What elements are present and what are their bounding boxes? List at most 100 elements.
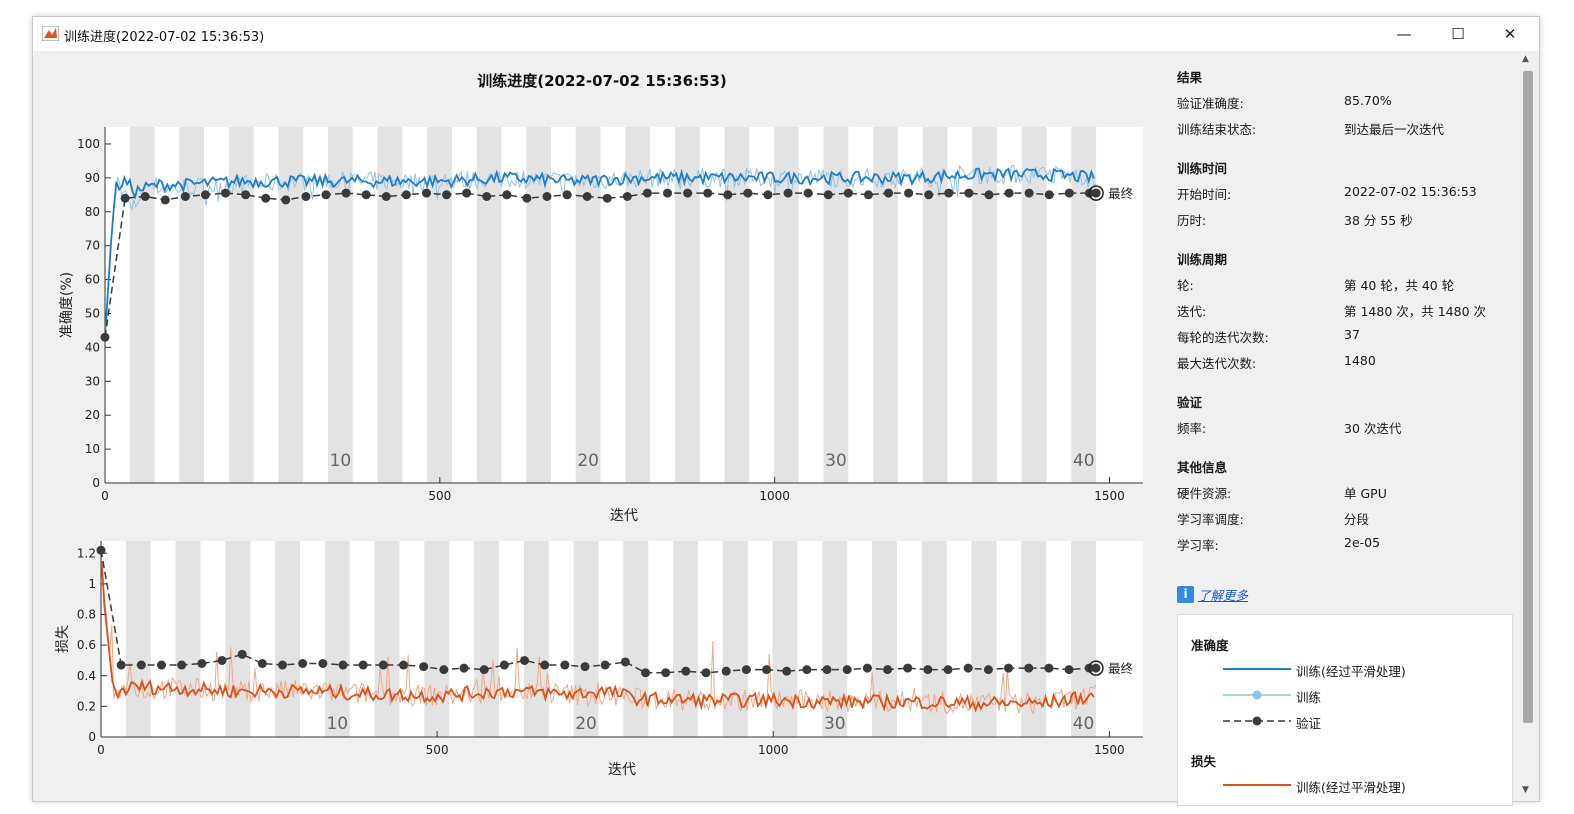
info-icon: i — [1177, 586, 1194, 603]
epoch-band — [374, 541, 400, 737]
validation-point — [237, 649, 247, 659]
section-header: 结果 — [1177, 70, 1203, 85]
validation-point — [257, 659, 267, 668]
y-tick-label: 70 — [85, 239, 100, 253]
final-label: 最终 — [1108, 186, 1134, 201]
validation-point — [1044, 663, 1054, 673]
maximize-button[interactable]: ☐ — [1451, 25, 1465, 43]
y-tick-label: 80 — [85, 205, 100, 219]
validation-point — [361, 190, 371, 200]
learn-more-link[interactable]: i 了解更多 — [1177, 585, 1248, 604]
validation-point — [661, 668, 671, 678]
validation-point — [421, 188, 431, 198]
validation-point — [721, 666, 731, 676]
validation-point — [200, 190, 210, 200]
validation-point — [278, 660, 288, 670]
validation-point — [197, 659, 207, 668]
section-header: 其他信息 — [1177, 460, 1228, 475]
y-tick-label: 10 — [85, 442, 100, 456]
title-bar[interactable]: 训练进度(2022-07-02 15:36:53) — ☐ ✕ — [33, 17, 1539, 51]
validation-point — [482, 192, 492, 202]
epoch-band — [673, 541, 698, 737]
validation-point — [459, 663, 469, 673]
epoch-band — [573, 541, 599, 737]
info-label: 轮: — [1177, 278, 1194, 293]
validation-point — [1024, 663, 1034, 673]
x-tick-label: 1000 — [758, 743, 789, 757]
x-tick-label: 500 — [428, 489, 451, 503]
validation-point — [863, 190, 873, 200]
info-label: 硬件资源: — [1177, 486, 1232, 501]
validation-point — [462, 188, 472, 198]
validation-point — [862, 663, 872, 673]
info-value: 第 1480 次，共 1480 次 — [1344, 304, 1487, 319]
epoch-band — [129, 127, 155, 483]
legend-item-label: 训练 — [1296, 690, 1322, 705]
window-title: 训练进度(2022-07-02 15:36:53) — [64, 30, 265, 45]
validation-point — [419, 662, 429, 672]
scrollbar-thumb[interactable] — [1523, 71, 1533, 723]
epoch-label: 40 — [1073, 714, 1095, 734]
validation-point — [582, 192, 592, 202]
scroll-up-arrow-icon[interactable]: ▲ — [1522, 54, 1529, 64]
y-tick-label: 0 — [92, 476, 100, 490]
validation-point — [1044, 190, 1054, 200]
validation-point — [803, 188, 813, 198]
info-label: 迭代: — [1177, 304, 1207, 319]
info-value: 1480 — [1344, 353, 1376, 368]
validation-point — [542, 192, 552, 202]
validation-point — [963, 663, 973, 673]
x-axis-label: 迭代 — [610, 508, 638, 524]
training-progress-window: 训练进度(2022-07-02 15:36:53) — ☐ ✕ 训练进度(202… — [32, 16, 1540, 806]
validation-point — [261, 193, 271, 203]
validation-point — [943, 665, 953, 675]
validation-point — [843, 188, 853, 198]
final-label: 最终 — [1108, 661, 1134, 676]
epoch-band — [822, 541, 848, 737]
validation-point — [520, 655, 530, 665]
validation-point — [1091, 663, 1101, 673]
epoch-band — [526, 127, 552, 483]
close-button[interactable]: ✕ — [1503, 25, 1517, 43]
validation-point — [964, 188, 974, 198]
validation-point — [136, 660, 146, 670]
epoch-band — [275, 541, 300, 737]
x-tick-label: 1500 — [1094, 489, 1125, 503]
epoch-band — [324, 541, 350, 737]
validation-point — [281, 195, 291, 205]
info-label: 最大迭代次数: — [1177, 356, 1257, 371]
validation-point — [1064, 188, 1074, 198]
x-tick-label: 500 — [426, 743, 449, 757]
scroll-down-arrow-icon[interactable]: ▼ — [1522, 785, 1529, 795]
epoch-band — [972, 127, 998, 483]
legend-panel: 准确度 训练(经过平滑处理) 训练 验证 损失 训练(经过平滑处理) — [1177, 614, 1513, 806]
training-smoothed-line — [100, 561, 1095, 713]
validation-point — [301, 192, 311, 202]
info-value: 单 GPU — [1344, 486, 1387, 501]
info-value: 到达最后一次迭代 — [1344, 122, 1445, 137]
validation-point — [904, 188, 914, 198]
epoch-band — [474, 541, 499, 737]
info-label: 历时: — [1177, 213, 1207, 228]
validation-point — [1091, 188, 1101, 198]
learn-more-text[interactable]: 了解更多 — [1198, 588, 1249, 603]
validation-point — [924, 190, 934, 200]
validation-point — [157, 660, 167, 670]
validation-point — [681, 666, 691, 676]
info-value: 2e-05 — [1344, 535, 1381, 550]
validation-point — [923, 665, 933, 675]
y-axis-label: 损失 — [55, 625, 71, 653]
validation-point — [903, 663, 913, 673]
validation-point — [116, 660, 126, 670]
legend-item-label: 训练(经过平滑处理) — [1296, 664, 1406, 679]
info-value: 30 次迭代 — [1344, 421, 1402, 436]
vertical-scrollbar[interactable]: ▲ ▼ — [1519, 51, 1537, 799]
validation-point — [782, 666, 792, 676]
validation-point — [822, 665, 832, 675]
validation-point — [522, 193, 532, 203]
minimize-button[interactable]: — — [1396, 25, 1412, 43]
info-label: 频率: — [1177, 421, 1207, 436]
training-smoothed-line — [104, 167, 1095, 326]
y-tick-label: 0.2 — [77, 699, 96, 713]
